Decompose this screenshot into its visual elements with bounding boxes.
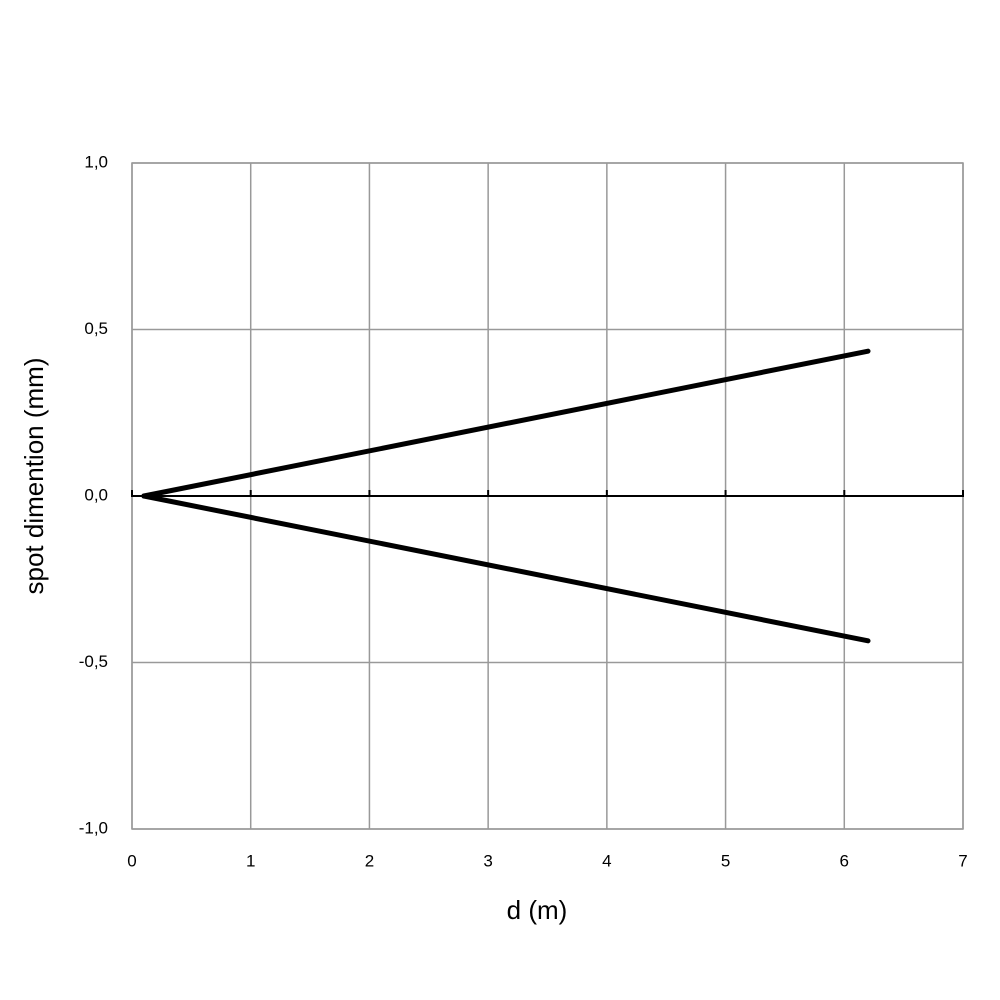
series-line: [141, 348, 871, 499]
y-tick-label: 0,5: [84, 319, 108, 338]
y-tick-label: -1,0: [79, 818, 108, 837]
x-tick-label: 4: [602, 851, 611, 870]
y-axis-title: spot dimention (mm): [19, 358, 49, 595]
x-tick-label: 0: [127, 851, 136, 870]
y-tick-label: 0,0: [84, 485, 108, 504]
y-tick-label: -0,5: [79, 652, 108, 671]
x-tick-label: 2: [365, 851, 374, 870]
x-tick-label: 1: [246, 851, 255, 870]
x-axis-title: d (m): [507, 895, 568, 925]
series-line: [141, 493, 871, 644]
x-tick-label: 3: [483, 851, 492, 870]
y-tick-label: 1,0: [84, 152, 108, 171]
x-tick-label: 7: [958, 851, 967, 870]
x-tick-label: 6: [840, 851, 849, 870]
x-tick-label: 5: [721, 851, 730, 870]
